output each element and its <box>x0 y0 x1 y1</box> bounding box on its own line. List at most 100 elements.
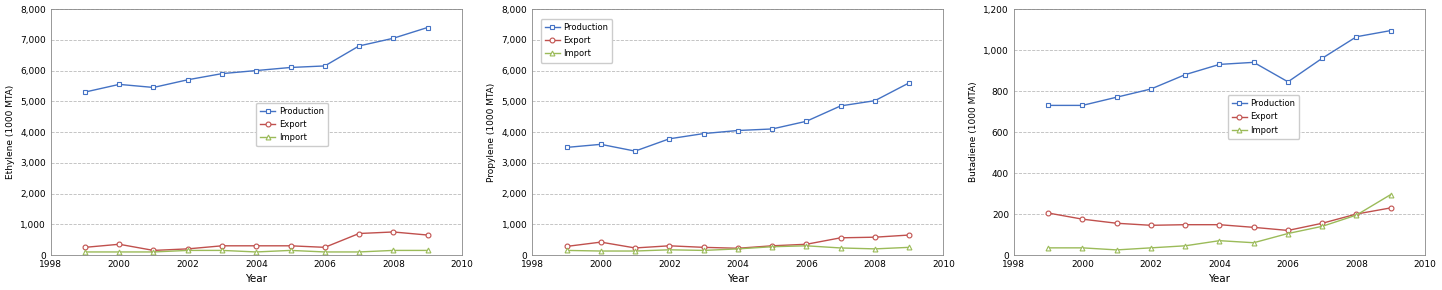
Export <box>248 244 265 248</box>
Import <box>1107 248 1125 252</box>
Production <box>316 64 333 68</box>
Line: Export: Export <box>564 233 911 251</box>
Export <box>76 246 94 249</box>
Import <box>558 249 575 252</box>
X-axis label: Year: Year <box>245 274 267 284</box>
Production <box>1381 29 1399 32</box>
Export <box>179 247 196 251</box>
Export <box>1244 226 1262 229</box>
Import <box>1279 232 1296 235</box>
Production <box>695 132 712 135</box>
Import <box>660 248 678 251</box>
Export <box>832 236 849 240</box>
Import <box>111 250 128 254</box>
Import <box>1314 224 1331 228</box>
Import <box>350 250 368 254</box>
Import <box>385 249 402 252</box>
Import <box>179 249 196 252</box>
Production <box>1177 73 1194 76</box>
Export <box>660 244 678 248</box>
Export <box>111 242 128 246</box>
Import <box>695 249 712 252</box>
Production <box>1279 80 1296 84</box>
Export <box>144 249 162 252</box>
Import <box>730 247 747 251</box>
Line: Production: Production <box>82 25 430 95</box>
Production <box>179 78 196 81</box>
Production <box>281 66 298 69</box>
Production <box>626 149 643 153</box>
Line: Import: Import <box>1045 192 1393 252</box>
Production <box>350 44 368 48</box>
Export <box>385 230 402 234</box>
Import <box>76 250 94 254</box>
Production <box>660 137 678 141</box>
Production <box>111 83 128 86</box>
Production <box>248 69 265 72</box>
Line: Export: Export <box>1045 205 1393 233</box>
Export <box>593 240 610 244</box>
Import <box>900 246 917 249</box>
Export <box>1314 222 1331 225</box>
Production <box>1348 35 1366 39</box>
Production <box>797 119 815 123</box>
Y-axis label: Propylene (1000 MTA): Propylene (1000 MTA) <box>487 82 496 182</box>
Export <box>1381 206 1399 210</box>
Import <box>281 249 298 252</box>
X-axis label: Year: Year <box>1208 274 1230 284</box>
Export <box>1142 224 1159 227</box>
Import <box>763 245 780 249</box>
Import <box>248 250 265 254</box>
Production <box>763 127 780 131</box>
Legend: Production, Export, Import: Production, Export, Import <box>541 19 613 63</box>
Production <box>867 99 884 102</box>
Export <box>1074 218 1092 221</box>
Import <box>1040 246 1057 250</box>
Import <box>144 250 162 254</box>
Import <box>1074 246 1092 250</box>
Import <box>316 250 333 254</box>
Export <box>730 246 747 250</box>
Production <box>144 86 162 89</box>
Export <box>797 242 815 246</box>
Export <box>1211 223 1229 226</box>
Line: Production: Production <box>1045 28 1393 108</box>
Production <box>213 72 231 75</box>
Export <box>695 246 712 249</box>
Import <box>1348 213 1366 217</box>
Line: Production: Production <box>564 80 911 153</box>
Export <box>213 244 231 248</box>
Import <box>420 249 437 252</box>
Y-axis label: Ethylene (1000 MTA): Ethylene (1000 MTA) <box>6 85 14 179</box>
Import <box>1142 246 1159 250</box>
Production <box>1107 95 1125 99</box>
Y-axis label: Butadiene (1000 MTA): Butadiene (1000 MTA) <box>969 82 978 182</box>
Export <box>350 232 368 235</box>
Production <box>900 81 917 85</box>
Line: Export: Export <box>82 230 430 253</box>
Export <box>1107 222 1125 225</box>
Line: Import: Import <box>82 248 430 254</box>
Import <box>626 249 643 253</box>
Export <box>1279 229 1296 232</box>
Export <box>900 233 917 237</box>
Import <box>832 246 849 250</box>
Export <box>558 245 575 248</box>
Production <box>1244 61 1262 64</box>
Production <box>1142 87 1159 91</box>
Production <box>1211 63 1229 66</box>
Production <box>1314 57 1331 60</box>
Import <box>1381 193 1399 196</box>
Export <box>626 246 643 250</box>
Export <box>867 235 884 239</box>
Legend: Production, Export, Import: Production, Export, Import <box>257 103 327 146</box>
Import <box>213 249 231 252</box>
Import <box>593 249 610 253</box>
Legend: Production, Export, Import: Production, Export, Import <box>1227 95 1299 139</box>
X-axis label: Year: Year <box>727 274 748 284</box>
Import <box>1211 239 1229 242</box>
Export <box>1348 212 1366 216</box>
Production <box>730 129 747 132</box>
Production <box>420 26 437 29</box>
Export <box>420 233 437 237</box>
